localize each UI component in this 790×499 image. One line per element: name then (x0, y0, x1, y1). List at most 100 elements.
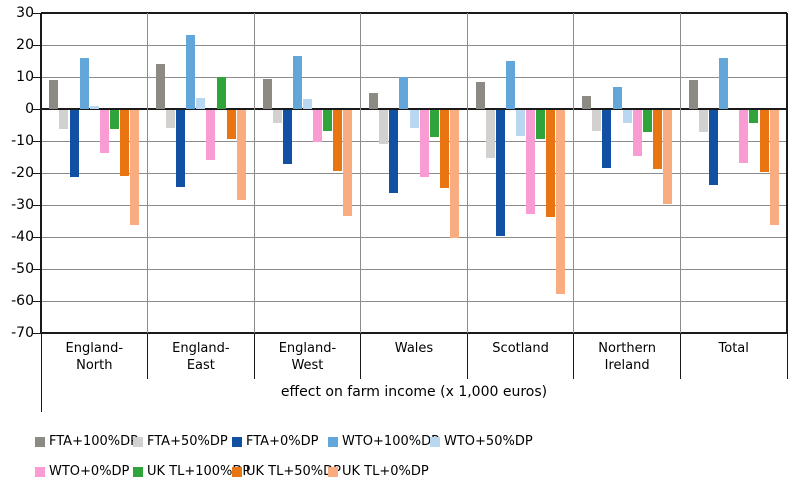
bar-WTO50DP-England-West (302, 99, 312, 109)
bar-FTA100DP-Total (688, 80, 698, 109)
bar-WTO0DP-Wales (419, 110, 429, 178)
gridline (41, 140, 787, 142)
y-tick-label: 0 (25, 101, 34, 117)
bar-FTA0DP-England-North (69, 110, 79, 178)
y-tick-label: -70 (11, 325, 34, 341)
bar-FTA50DP-Wales (379, 110, 389, 144)
bar-FTA100DP-Wales (369, 93, 379, 109)
legend-label: WTO+0%DP (49, 464, 130, 479)
y-axis-tick (33, 332, 41, 334)
y-axis-tick (33, 12, 41, 14)
x-axis-title: effect on farm income (x 1,000 euros) (280, 384, 548, 400)
gridline (41, 76, 787, 78)
bar-UKTL0DP-Total (769, 110, 779, 226)
bar-WTO100DP-England-West (292, 56, 302, 109)
zero-line (41, 108, 787, 110)
category-tick (573, 333, 575, 379)
bar-WTO100DP-Wales (399, 77, 409, 109)
legend-swatch-icon (232, 467, 242, 477)
legend-swatch-icon (35, 437, 45, 447)
legend-swatch-icon (232, 437, 242, 447)
bar-UKTL100DP-England-North (109, 110, 119, 130)
y-tick-label: -50 (11, 261, 34, 277)
bar-FTA100DP-Northern-Ireland (582, 96, 592, 109)
bar-UKTL100DP-England-West (323, 110, 333, 131)
bar-WTO50DP-Scotland (516, 110, 526, 136)
gridline (41, 204, 787, 206)
bar-FTA50DP-England-East (166, 110, 176, 128)
gridline (41, 172, 787, 174)
category-tick (40, 333, 42, 412)
bar-WTO50DP-Wales (409, 110, 419, 128)
category-label: England- West (278, 341, 337, 373)
bar-WTO50DP-England-East (196, 97, 206, 109)
bar-WTO100DP-Total (719, 57, 729, 109)
bar-FTA50DP-England-West (272, 110, 282, 123)
y-tick-label: -20 (11, 165, 34, 181)
bar-WTO100DP-England-East (186, 35, 196, 109)
category-separator (573, 13, 575, 333)
bar-UKTL50DP-England-North (120, 110, 130, 176)
category-tick (786, 333, 788, 379)
bar-FTA0DP-Northern-Ireland (602, 110, 612, 168)
category-label: England- East (172, 341, 230, 373)
bar-UKTL50DP-England-West (333, 110, 343, 171)
gridline (41, 332, 787, 334)
bar-UKTL0DP-Scotland (556, 110, 566, 294)
y-axis-tick (33, 300, 41, 302)
legend-swatch-icon (133, 437, 143, 447)
bar-UKTL50DP-Scotland (546, 110, 556, 218)
y-tick-label: -10 (11, 133, 34, 149)
y-tick-label: -40 (11, 229, 34, 245)
category-label: Northern Ireland (598, 341, 656, 373)
bar-WTO50DP-Northern-Ireland (622, 110, 632, 123)
y-axis-tick (33, 236, 41, 238)
y-axis-tick (33, 76, 41, 78)
bar-UKTL0DP-England-West (343, 110, 353, 216)
bar-UKTL100DP-Scotland (536, 110, 546, 139)
bar-FTA0DP-Total (709, 110, 718, 186)
category-separator (360, 13, 362, 333)
bar-FTA100DP-England-North (49, 80, 59, 109)
category-tick (466, 333, 468, 379)
bar-UKTL100DP-Total (749, 110, 759, 123)
category-tick (147, 333, 149, 379)
bar-UKTL0DP-England-North (130, 110, 140, 226)
bar-UKTL50DP-Total (759, 110, 769, 173)
legend-label: UK TL+0%DP (342, 464, 429, 479)
bar-FTA50DP-Scotland (485, 110, 495, 158)
bar-WTO100DP-Northern-Ireland (612, 86, 622, 109)
gridline (41, 12, 787, 14)
category-tick (360, 333, 362, 379)
bar-UKTL50DP-England-East (226, 110, 236, 139)
legend-label: UK TL+100%DP (147, 464, 251, 479)
bar-FTA0DP-England-West (282, 110, 292, 165)
bar-FTA50DP-Northern-Ireland (592, 110, 602, 131)
bar-UKTL0DP-Wales (449, 110, 459, 238)
bar-UKTL100DP-Wales (429, 110, 439, 138)
bar-FTA50DP-England-North (59, 110, 69, 130)
bar-WTO100DP-England-North (79, 57, 89, 109)
bar-UKTL100DP-Northern-Ireland (642, 110, 652, 133)
category-separator (679, 13, 681, 333)
bar-UKTL50DP-Northern-Ireland (652, 110, 662, 170)
legend-swatch-icon (35, 467, 45, 477)
y-tick-label: -60 (11, 293, 34, 309)
bar-WTO0DP-England-East (206, 110, 216, 160)
bar-WTO0DP-Total (739, 110, 749, 163)
bar-WTO50DP-England-North (89, 105, 99, 109)
y-tick-label: -30 (11, 197, 34, 213)
bar-FTA100DP-Scotland (475, 81, 485, 109)
category-tick (679, 333, 681, 379)
category-label: Wales (394, 341, 434, 356)
gridline (41, 236, 787, 238)
y-axis-tick (33, 268, 41, 270)
gridline (41, 44, 787, 46)
bar-UKTL0DP-England-East (236, 110, 246, 200)
bar-WTO0DP-England-West (313, 110, 323, 142)
bar-UKTL50DP-Wales (439, 110, 449, 189)
y-axis-tick (33, 204, 41, 206)
bar-FTA0DP-Scotland (495, 110, 505, 237)
legend-label: WTO+50%DP (444, 434, 533, 449)
